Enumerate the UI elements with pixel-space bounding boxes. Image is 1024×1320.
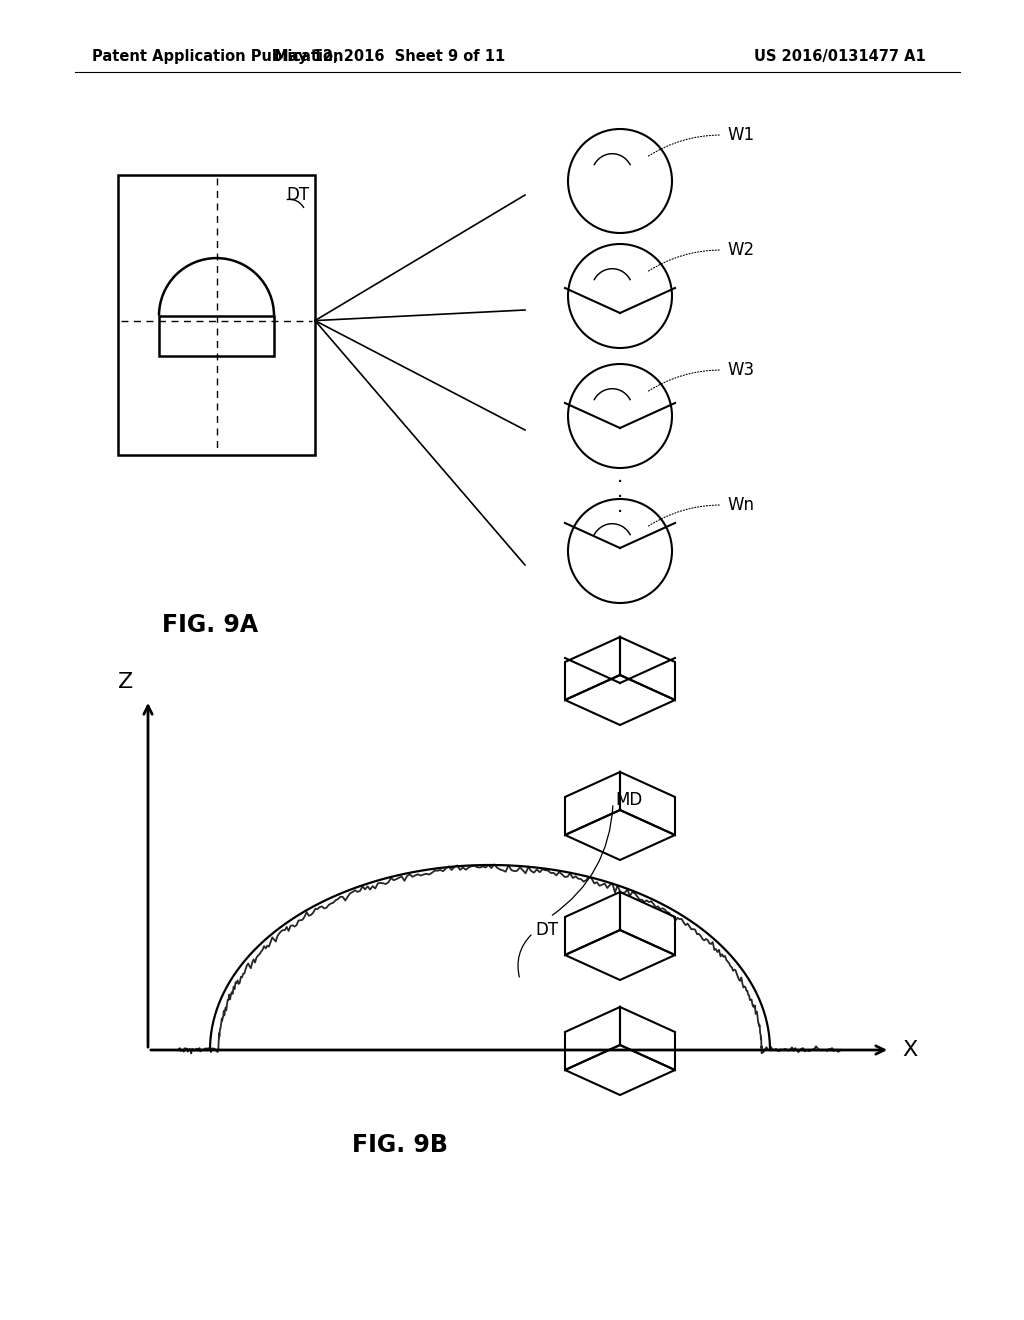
Text: Wn: Wn — [727, 496, 754, 513]
Text: May 12, 2016  Sheet 9 of 11: May 12, 2016 Sheet 9 of 11 — [274, 49, 506, 65]
Text: ·: · — [616, 503, 624, 521]
Text: MD: MD — [615, 791, 642, 809]
Text: ·: · — [616, 473, 624, 492]
Text: ·: · — [616, 488, 624, 507]
Text: Z: Z — [119, 672, 133, 692]
Text: DT: DT — [535, 921, 558, 939]
Text: W3: W3 — [727, 360, 754, 379]
Text: Patent Application Publication: Patent Application Publication — [92, 49, 343, 65]
Text: FIG. 9A: FIG. 9A — [162, 612, 258, 638]
Text: FIG. 9B: FIG. 9B — [352, 1133, 447, 1158]
Text: US 2016/0131477 A1: US 2016/0131477 A1 — [754, 49, 926, 65]
Text: DT: DT — [287, 186, 309, 205]
Text: W2: W2 — [727, 242, 754, 259]
Text: W1: W1 — [727, 125, 754, 144]
Text: X: X — [902, 1040, 918, 1060]
